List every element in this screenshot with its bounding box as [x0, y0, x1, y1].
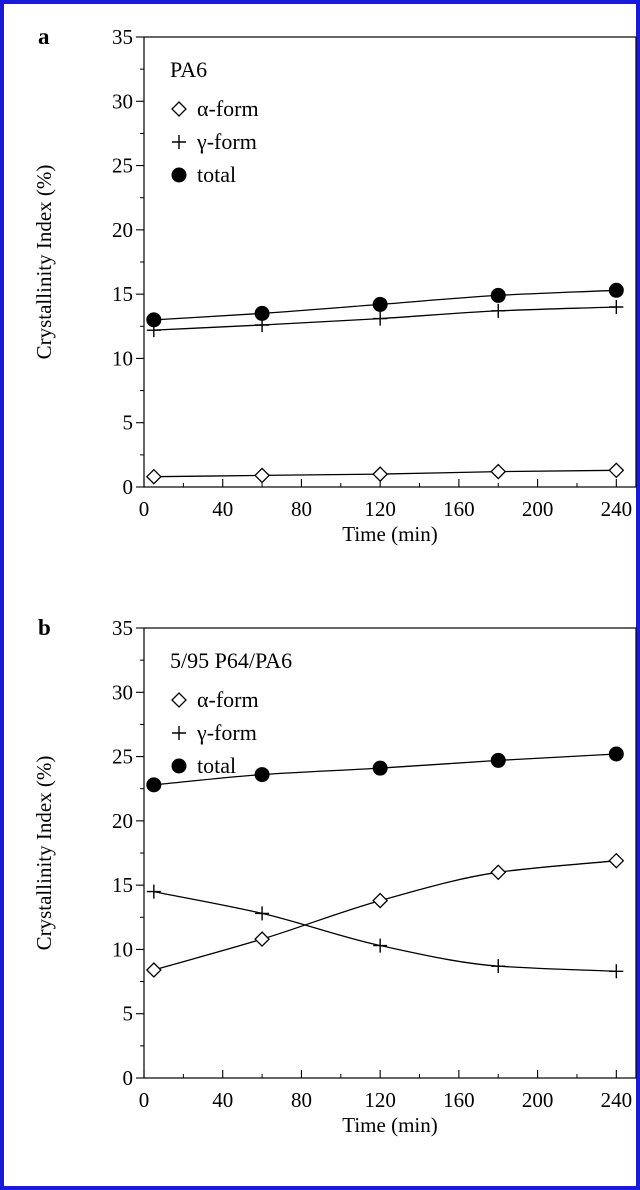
y-tick-label-a: 0 — [123, 475, 134, 499]
x-axis-title-b: Time (min) — [342, 1113, 437, 1137]
x-tick-label-a: 200 — [522, 497, 554, 521]
data-point-open-diamond-b — [490, 864, 507, 881]
x-tick-label-b: 80 — [291, 1088, 312, 1112]
x-tick-label-b: 200 — [522, 1088, 554, 1112]
y-tick-label-a: 25 — [112, 154, 133, 178]
x-tick-label-a: 240 — [601, 497, 633, 521]
x-tick-label-a: 160 — [443, 497, 475, 521]
x-tick-label-b: 0 — [139, 1088, 150, 1112]
data-point-plus-b — [491, 959, 506, 974]
data-point-plus-b — [609, 964, 624, 979]
data-point-filled-circle-b — [146, 777, 162, 793]
data-point-filled-circle-a — [490, 287, 506, 303]
data-point-open-diamond-b — [254, 931, 270, 948]
data-point-open-diamond-b — [608, 852, 625, 869]
legend-label-b: γ-form — [196, 720, 257, 745]
data-point-filled-circle-a — [254, 305, 270, 321]
x-tick-label-a: 40 — [212, 497, 233, 521]
y-tick-label-a: 10 — [112, 346, 133, 370]
legend-label-b: α-form — [197, 687, 259, 712]
legend-marker-filled-circle-a — [171, 167, 187, 183]
x-tick-label-b: 240 — [601, 1088, 633, 1112]
panel-label-a: a — [38, 24, 50, 49]
data-point-filled-circle-a — [372, 296, 388, 312]
legend-marker-filled-circle-b — [171, 758, 187, 774]
y-tick-label-a: 35 — [112, 25, 133, 49]
y-tick-label-b: 5 — [123, 1002, 134, 1026]
legend-marker-open-diamond-b — [171, 692, 187, 708]
chart-b-svg: 0 40 80 120 160 200 240 0 5 10 15 20 25 30 35 Time (min… — [32, 616, 637, 1137]
x-tick-label-a: 0 — [139, 497, 150, 521]
x-tick-label-b: 40 — [212, 1088, 233, 1112]
series-line-open-diamond-b — [153, 860, 617, 971]
data-point-open-diamond-a — [608, 462, 625, 479]
y-tick-label-a: 5 — [123, 411, 134, 435]
panel-label-b: b — [38, 615, 51, 640]
data-point-filled-circle-a — [146, 312, 162, 328]
y-axis-title-b: Crystallinity Index (%) — [32, 756, 56, 951]
legend-marker-plus-a — [172, 135, 186, 149]
x-axis-title-a: Time (min) — [342, 522, 437, 546]
chart-a-svg: 0 40 80 120 160 200 240 0 5 10 15 20 25 30 35 Time (min… — [32, 25, 637, 546]
data-point-filled-circle-b — [372, 760, 388, 776]
x-tick-label-b: 160 — [443, 1088, 475, 1112]
y-tick-label-b: 10 — [112, 937, 133, 961]
y-tick-label-b: 35 — [112, 616, 133, 640]
y-axis-title-a: Crystallinity Index (%) — [32, 165, 56, 360]
legend-label-a: total — [197, 162, 236, 187]
data-point-open-diamond-b — [145, 962, 162, 978]
y-tick-label-b: 30 — [112, 680, 133, 704]
legend-marker-open-diamond-a — [171, 101, 187, 117]
legend-title-a: PA6 — [170, 57, 207, 82]
data-point-open-diamond-b — [372, 892, 389, 909]
data-point-open-diamond-a — [372, 466, 389, 483]
y-tick-label-a: 30 — [112, 89, 133, 113]
y-tick-label-b: 0 — [123, 1066, 134, 1090]
data-point-plus-a — [373, 311, 388, 326]
x-tick-label-a: 120 — [364, 497, 396, 521]
y-tick-label-a: 20 — [112, 218, 133, 242]
data-point-plus-b — [146, 884, 161, 899]
data-point-open-diamond-a — [254, 467, 270, 484]
y-tick-label-a: 15 — [112, 282, 133, 306]
data-point-plus-b — [373, 938, 388, 953]
data-point-filled-circle-b — [608, 746, 624, 762]
y-tick-label-b: 20 — [112, 809, 133, 833]
data-point-open-diamond-a — [145, 468, 162, 485]
data-point-open-diamond-a — [490, 463, 507, 480]
legend-marker-plus-b — [172, 726, 186, 740]
data-point-plus-a — [609, 300, 624, 314]
legend-label-a: γ-form — [196, 129, 257, 154]
y-tick-label-b: 25 — [112, 745, 133, 769]
chart-panel-a: a 0 40 80 120 160 200 240 0 5 10 15 20 25 30 35 Time (m… — [8, 8, 640, 599]
data-point-plus-a — [491, 303, 506, 318]
x-tick-label-b: 120 — [364, 1088, 396, 1112]
data-point-filled-circle-b — [254, 767, 270, 783]
data-point-filled-circle-a — [608, 282, 624, 298]
data-point-filled-circle-b — [490, 752, 506, 768]
legend-label-b: total — [197, 753, 236, 778]
y-tick-label-b: 15 — [112, 873, 133, 897]
legend-title-b: 5/95 P64/PA6 — [170, 648, 292, 673]
data-point-plus-b — [255, 906, 270, 921]
chart-panel-b: b 0 40 80 120 160 200 240 0 5 10 15 20 25 30 35 Time (m… — [8, 599, 640, 1190]
x-tick-label-a: 80 — [291, 497, 312, 521]
legend-label-a: α-form — [197, 96, 259, 121]
